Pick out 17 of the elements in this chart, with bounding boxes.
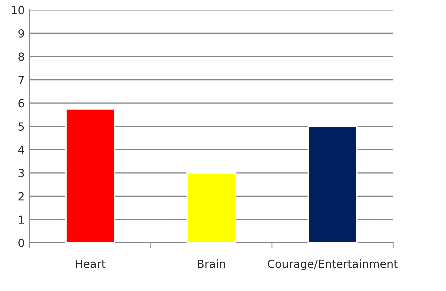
y-tick-label: 10 — [12, 6, 24, 15]
y-tick-label: 1 — [19, 216, 24, 224]
x-tick-label: Heart — [76, 260, 106, 268]
y-tick-label: 3 — [18, 169, 24, 178]
y-tick-label: 6 — [18, 99, 24, 108]
y-tick-label: 0 — [18, 238, 24, 248]
bar — [308, 126, 358, 243]
bar — [186, 172, 237, 243]
y-tick-label: 2 — [18, 192, 24, 201]
x-tick-label: Brain — [198, 260, 226, 268]
y-tick-label: 5 — [18, 122, 24, 131]
y-tick-label: 8 — [18, 52, 24, 62]
x-tick-label: Courage/Entertainment — [268, 260, 398, 270]
bar — [66, 108, 116, 243]
y-tick-label: 9 — [18, 29, 24, 38]
y-tick-label: 7 — [18, 76, 24, 84]
y-tick-label: 4 — [18, 146, 24, 154]
